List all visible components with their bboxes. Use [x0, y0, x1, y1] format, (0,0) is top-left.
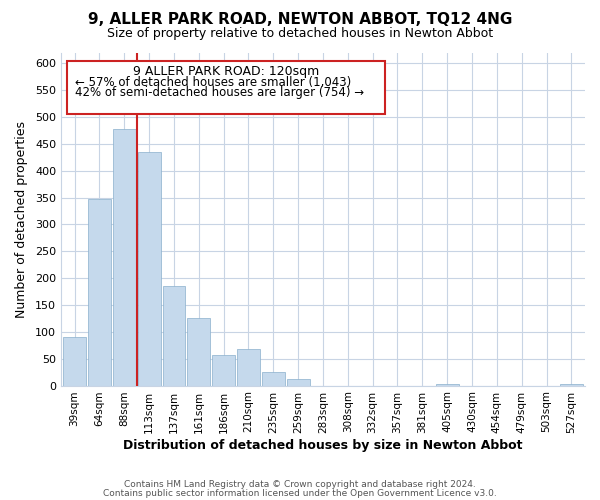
Bar — [137, 152, 161, 386]
Bar — [113, 130, 136, 386]
X-axis label: Distribution of detached houses by size in Newton Abbot: Distribution of detached houses by size … — [123, 440, 523, 452]
Text: Contains public sector information licensed under the Open Government Licence v3: Contains public sector information licen… — [103, 488, 497, 498]
Bar — [88, 199, 111, 386]
Bar — [187, 318, 210, 386]
Text: 9 ALLER PARK ROAD: 120sqm: 9 ALLER PARK ROAD: 120sqm — [133, 65, 319, 78]
Bar — [560, 384, 583, 386]
Text: 42% of semi-detached houses are larger (754) →: 42% of semi-detached houses are larger (… — [74, 86, 364, 99]
Text: Contains HM Land Registry data © Crown copyright and database right 2024.: Contains HM Land Registry data © Crown c… — [124, 480, 476, 489]
Bar — [212, 355, 235, 386]
Text: 9, ALLER PARK ROAD, NEWTON ABBOT, TQ12 4NG: 9, ALLER PARK ROAD, NEWTON ABBOT, TQ12 4… — [88, 12, 512, 28]
Bar — [287, 378, 310, 386]
Text: Size of property relative to detached houses in Newton Abbot: Size of property relative to detached ho… — [107, 28, 493, 40]
Bar — [262, 372, 285, 386]
Bar — [63, 337, 86, 386]
Bar — [436, 384, 458, 386]
Text: ← 57% of detached houses are smaller (1,043): ← 57% of detached houses are smaller (1,… — [74, 76, 351, 88]
Y-axis label: Number of detached properties: Number of detached properties — [15, 120, 28, 318]
Bar — [163, 286, 185, 386]
Bar — [237, 349, 260, 386]
FancyBboxPatch shape — [67, 60, 385, 114]
